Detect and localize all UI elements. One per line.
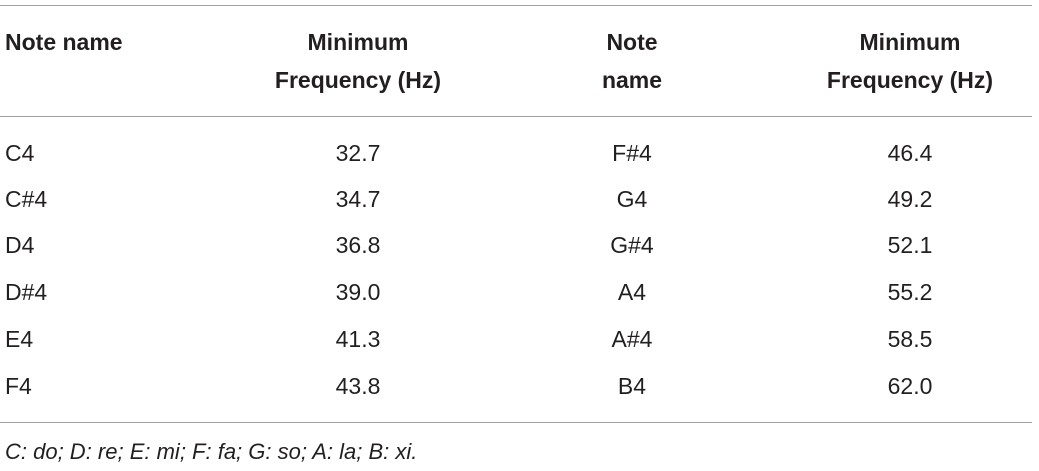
table-cell: 52.1: [887, 232, 933, 258]
top-rule: [0, 5, 1032, 6]
table-cell: D#4: [5, 279, 48, 305]
footnote: C: do; D: re; E: mi; F: fa; G: so; A: la…: [5, 439, 418, 464]
table-cell: A4: [617, 279, 647, 305]
table-cell: E4: [5, 326, 34, 352]
table-cell: 43.8: [335, 373, 381, 399]
table-cell: F#4: [612, 140, 652, 166]
table-cell: G#4: [610, 232, 654, 258]
table-cell: 49.2: [887, 186, 933, 212]
table-cell: 46.4: [887, 140, 933, 166]
header-cell: Minimum Frequency (Hz): [274, 29, 442, 93]
table-cell: B4: [617, 373, 647, 399]
table-cell: 34.7: [335, 186, 381, 212]
table-cell: F4: [5, 373, 32, 399]
table-cell: 32.7: [335, 140, 381, 166]
table-cell: 36.8: [335, 232, 381, 258]
table-cell: 39.0: [335, 279, 381, 305]
table-cell: C4: [5, 140, 35, 166]
table-cell: A#4: [611, 326, 653, 352]
bottom-rule: [0, 422, 1032, 423]
table-cell: C#4: [5, 186, 48, 212]
header-cell: Note name: [601, 29, 663, 93]
table-cell: 55.2: [887, 279, 933, 305]
table-cell: G4: [616, 186, 648, 212]
header-cell: Minimum Frequency (Hz): [826, 29, 994, 93]
header-rule: [0, 116, 1032, 117]
table-cell: 41.3: [335, 326, 381, 352]
header-cell: Note name: [5, 29, 123, 55]
table-cell: 62.0: [887, 373, 933, 399]
table-cell: 58.5: [887, 326, 933, 352]
table-cell: D4: [5, 232, 35, 258]
